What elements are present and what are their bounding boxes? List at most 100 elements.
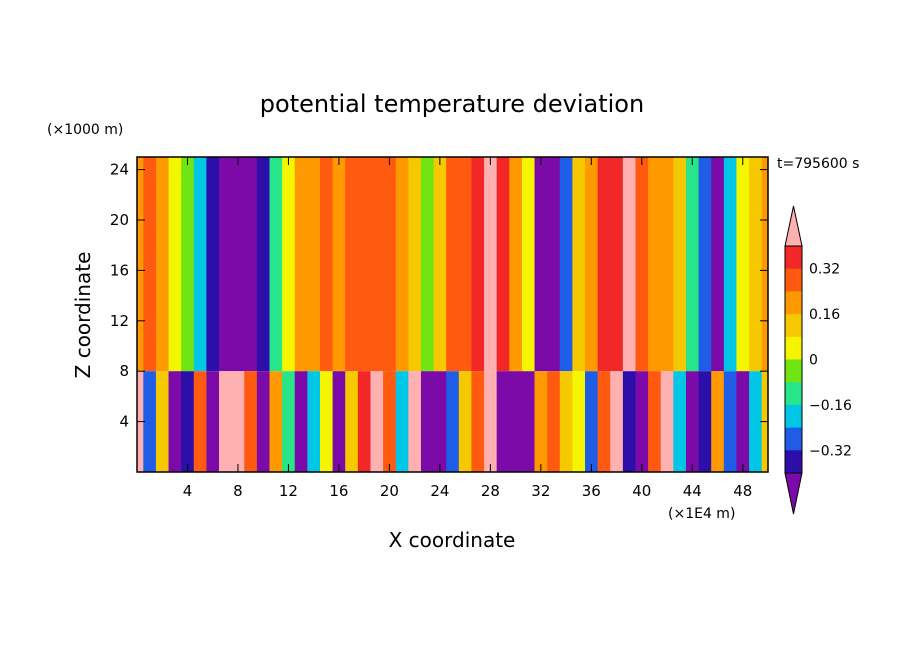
lower-band	[219, 371, 233, 472]
colorbar-swatch	[785, 450, 802, 474]
lower-band	[673, 371, 687, 472]
x-tick-label: 20	[380, 482, 399, 500]
colorbar-swatch	[785, 268, 802, 292]
upper-band	[244, 157, 258, 372]
upper-band	[357, 157, 372, 372]
x-tick-label: 4	[183, 482, 193, 500]
upper-band	[673, 157, 687, 372]
upper-band	[256, 157, 271, 372]
lower-band	[307, 371, 321, 472]
plot-area	[136, 156, 769, 473]
upper-layer-bands	[137, 157, 768, 372]
upper-band	[420, 157, 435, 372]
upper-band	[193, 157, 208, 372]
upper-band	[231, 157, 245, 372]
y-tick-label: 24	[110, 161, 129, 179]
lower-band	[471, 371, 485, 472]
lower-band	[685, 371, 700, 472]
upper-band	[660, 157, 674, 372]
colorbar-swatch	[785, 404, 802, 429]
lower-band	[383, 371, 397, 472]
y-unit-label: (×1000 m)	[47, 122, 123, 138]
colorbar-extend-low	[784, 472, 803, 515]
x-tick-label: 24	[430, 482, 449, 500]
x-tick-label: 32	[531, 482, 550, 500]
lower-band	[496, 371, 510, 472]
upper-band	[155, 157, 170, 372]
lower-band	[345, 371, 359, 472]
lower-band	[711, 371, 725, 472]
upper-band	[282, 157, 296, 372]
upper-band	[181, 157, 195, 372]
lower-band	[509, 371, 523, 472]
upper-band	[219, 157, 233, 372]
upper-band	[572, 157, 586, 372]
x-axis-label: X coordinate	[389, 528, 516, 552]
lower-band	[572, 371, 586, 472]
x-tick-label: 8	[233, 482, 243, 500]
lower-band	[622, 371, 637, 472]
lower-band	[155, 371, 170, 472]
lower-band	[256, 371, 271, 472]
upper-band	[736, 157, 750, 372]
upper-band	[711, 157, 725, 372]
lower-band	[534, 371, 548, 472]
colorbar-swatch	[785, 382, 802, 406]
colorbar-extend-high	[784, 205, 803, 247]
lower-band	[597, 371, 611, 472]
upper-band	[509, 157, 523, 372]
y-tick-label: 16	[110, 261, 129, 279]
upper-band	[307, 157, 321, 372]
lower-band	[610, 371, 624, 472]
lower-band	[559, 371, 573, 472]
time-label: t=795600 s	[777, 156, 859, 172]
lower-band	[332, 371, 346, 472]
upper-band	[521, 157, 536, 372]
y-tick-label: 12	[110, 312, 129, 330]
lower-band	[698, 371, 712, 472]
upper-band	[685, 157, 700, 372]
plot-frame	[136, 156, 769, 473]
upper-band	[559, 157, 573, 372]
upper-band	[370, 157, 384, 372]
lower-band	[231, 371, 245, 472]
lower-band	[181, 371, 195, 472]
x-axis-ticks: 4 8 12 16 20 24 28 32 36 40 44 48	[183, 157, 752, 500]
upper-band	[332, 157, 346, 372]
lower-band	[458, 371, 473, 472]
colorbar-tick-label: −0.16	[809, 398, 852, 414]
upper-band	[622, 157, 637, 372]
colorbar-tick-label: −0.32	[809, 443, 852, 459]
lower-band	[521, 371, 536, 472]
upper-band	[319, 157, 334, 372]
y-tick-label: 20	[110, 211, 129, 229]
x-tick-label: 36	[582, 482, 601, 500]
colorbar: 0.32 0.16 0 −0.16 −0.32	[784, 205, 852, 515]
lower-band	[420, 371, 435, 472]
upper-band	[471, 157, 485, 372]
upper-band	[433, 157, 447, 372]
upper-band	[749, 157, 763, 372]
x-tick-label: 16	[329, 482, 348, 500]
upper-band	[610, 157, 624, 372]
lower-band	[635, 371, 649, 472]
upper-band	[698, 157, 712, 372]
upper-band	[496, 157, 510, 372]
upper-band	[446, 157, 460, 372]
upper-band	[648, 157, 662, 372]
upper-band	[395, 157, 409, 372]
lower-band	[294, 371, 308, 472]
colorbar-tick-label: 0.32	[809, 262, 840, 278]
upper-band	[269, 157, 283, 372]
x-unit-label: (×1E4 m)	[668, 506, 735, 522]
upper-band	[458, 157, 473, 372]
x-tick-label: 12	[279, 482, 298, 500]
upper-band	[168, 157, 182, 372]
y-axis-label: Z coordinate	[71, 252, 95, 379]
upper-band	[137, 157, 144, 372]
upper-band	[143, 157, 157, 372]
upper-band	[723, 157, 738, 372]
lower-band	[370, 371, 384, 472]
lower-band	[282, 371, 296, 472]
